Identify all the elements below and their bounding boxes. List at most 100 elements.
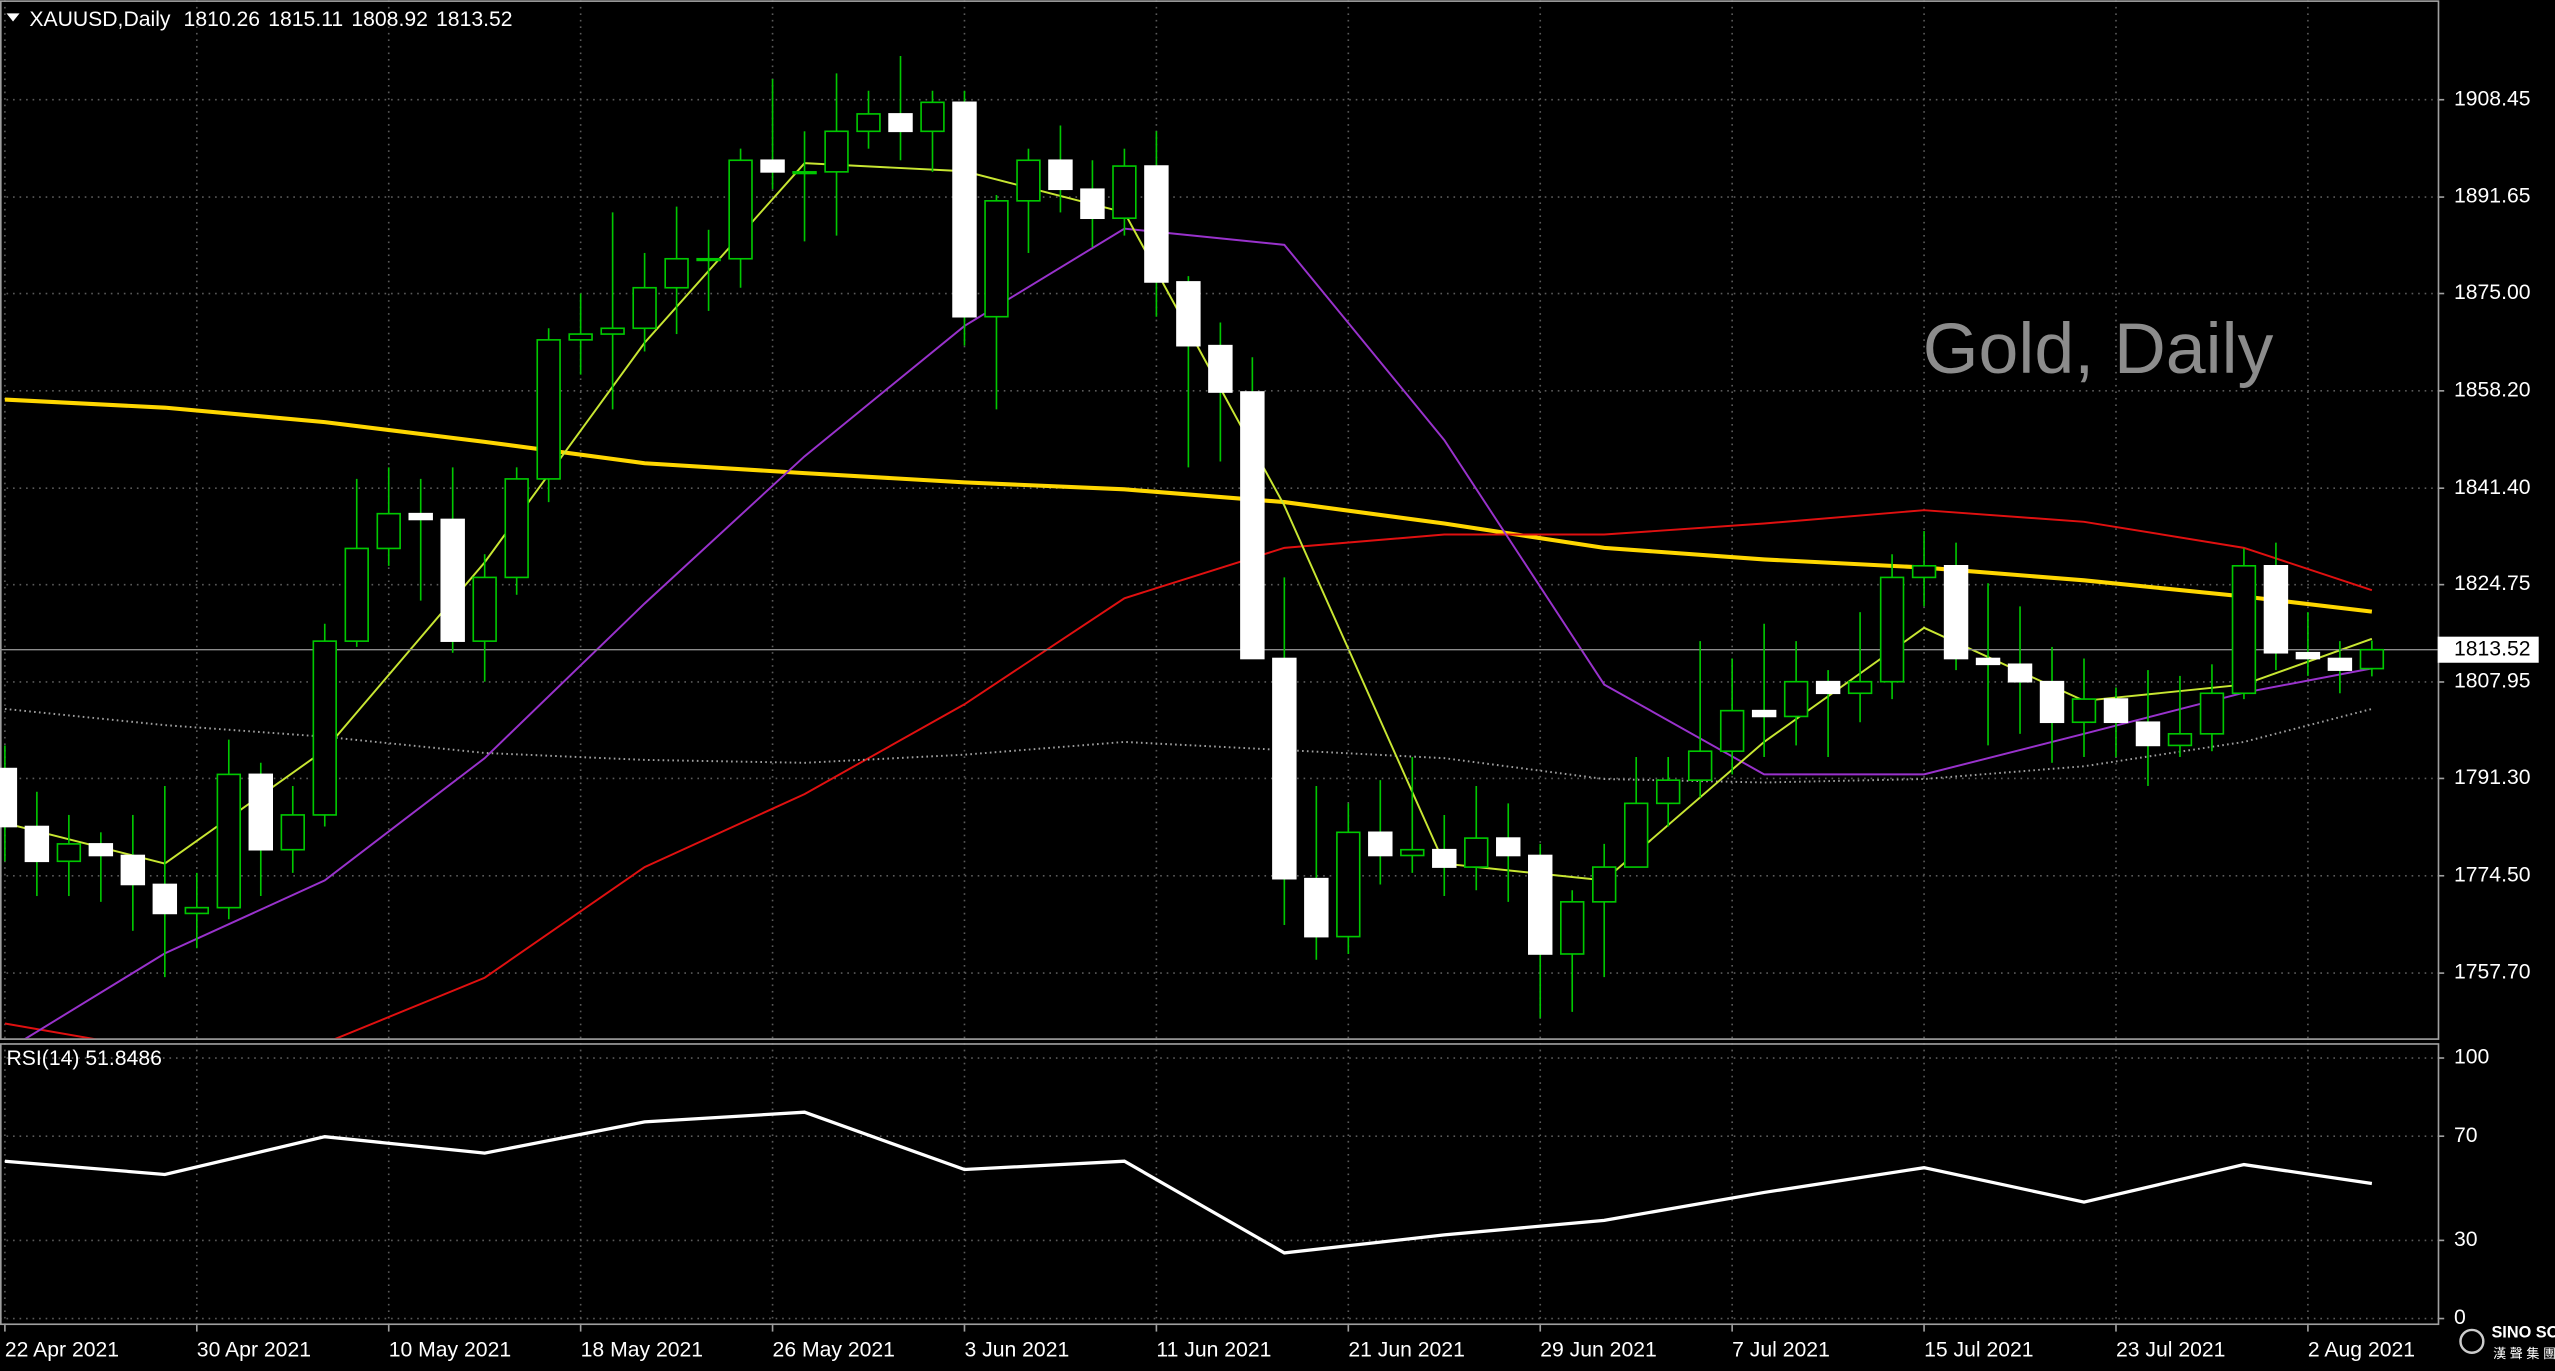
candle-body-up [568,333,593,341]
rsi-panel [4,1110,2373,1255]
candle-body-up [824,130,849,173]
candle-body-up [2167,733,2193,747]
y-tick-label: 1858.20 [2454,378,2531,401]
candle-body-up [728,159,753,260]
candle-body-down [1496,837,1521,857]
moving-average [4,162,2373,882]
candle-body-up [600,327,625,335]
moving-average [4,509,2373,1039]
candle-body-up [1464,837,1489,868]
low-value: 1808.92 [351,7,428,30]
candle-body-down [1176,281,1201,347]
current-price-label: 1813.52 [2454,637,2531,660]
candle-body-up [1719,709,1745,753]
candle-body-down [1975,657,2001,666]
candle-body-down [1080,188,1105,220]
x-tick-label: 11 Jun 2021 [1156,1339,1271,1362]
candle-body-up [56,843,82,863]
candle-body-up [280,814,305,851]
candle-body-up [2359,648,2385,670]
candle-body-up [472,576,497,642]
x-tick-label: 7 Jul 2021 [1732,1339,1830,1362]
candle-body-up [1911,565,1937,579]
y-tick-label: 1824.75 [2454,572,2531,595]
x-tick-label: 2 Aug 2021 [2308,1339,2415,1362]
candle-body-up [2071,698,2097,724]
candle-body-up [216,773,242,909]
candle-body-up [920,101,945,133]
main-panel-border [0,0,2440,1040]
candle-body-down [2103,698,2129,724]
candle-body-up [1016,159,1041,202]
candle-body-down [1240,391,1265,660]
candle-body-up [312,640,337,816]
candle-body-up [1847,680,1873,695]
y-tick-label: 30 [2454,1228,2478,1251]
candle-body-up [1336,831,1361,938]
candle-body-up [376,512,401,550]
candle-body-up [536,339,561,480]
candle-body-down [88,843,114,857]
watermark: Gold, Daily [1923,309,2274,389]
x-tick-label: 21 Jun 2021 [1348,1339,1465,1362]
axes: 1908.45 1891.65 1875.00 1858.20 1841.40 1824.… [4,87,2539,1362]
candle-body-down [152,883,178,915]
rsi-panel-border [0,1043,2440,1326]
candle-body-down [760,159,785,173]
y-tick-label: 1791.30 [2454,766,2531,789]
rsi-title: RSI(14) 51.8486 [7,1047,162,1070]
moving-average [4,397,2373,614]
candle-body-down [952,101,977,318]
logo-subtitle: 漢 聲 集 團 [2493,1346,2555,1361]
candle-body-down [2135,721,2161,747]
candle-body-down [1272,657,1297,880]
candle-body-up [1783,680,1809,718]
candle-body-up [1112,165,1137,220]
symbol: XAUUSD,Daily [29,7,171,30]
candle-body-down [1144,165,1169,283]
x-tick-label: 18 May 2021 [581,1339,703,1362]
candle-body-up [1879,576,1905,683]
x-tick-label: 22 Apr 2021 [5,1339,119,1362]
candle-body-up [1623,802,1649,868]
candle-body-down [0,767,18,828]
candle-body-up [696,257,721,262]
candle-body-up [2231,565,2257,695]
candle-body-up [2199,692,2225,735]
candle-body-down [2007,663,2033,683]
logo-icon [2459,1328,2485,1354]
candle-body-down [1815,680,1841,695]
candle-body-down [408,512,433,521]
candle-body-up [984,200,1009,318]
candle-body-down [1751,709,1777,718]
y-tick-label: 1841.40 [2454,476,2531,499]
candle-body-down [2295,651,2321,660]
y-tick-label: 1807.95 [2454,670,2531,693]
y-tick-label: 1908.45 [2454,87,2531,110]
x-tick-label: 30 Apr 2021 [197,1339,311,1362]
close-value: 1813.52 [436,7,513,30]
candle-body-up [1400,848,1425,857]
candle-body-down [1528,854,1553,955]
candle-body-down [1943,565,1969,660]
candle-body-up [1687,750,1713,781]
x-tick-label: 23 Jul 2021 [2116,1339,2225,1362]
x-tick-label: 10 May 2021 [389,1339,511,1362]
candle-body-down [1368,831,1393,857]
x-tick-label: 15 Jul 2021 [1924,1339,2033,1362]
candle-body-up [1591,866,1617,903]
candle-body-up [664,257,689,289]
candle-body-up [1655,779,1681,805]
candle-body-up [184,906,210,915]
candle-body-up [856,113,881,133]
candle-body-up [504,478,529,579]
candle-body-up [1560,901,1585,955]
current-price-box [2437,636,2539,663]
y-tick-label: 1891.65 [2454,185,2531,208]
y-tick-label: 1875.00 [2454,281,2531,304]
x-tick-label: 29 Jun 2021 [1540,1339,1657,1362]
candle-body-down [888,113,913,133]
candle-body-up [344,547,369,642]
chart-title: XAUUSD,Daily 1810.26 1815.11 1808.92 1813.52 [29,7,512,30]
